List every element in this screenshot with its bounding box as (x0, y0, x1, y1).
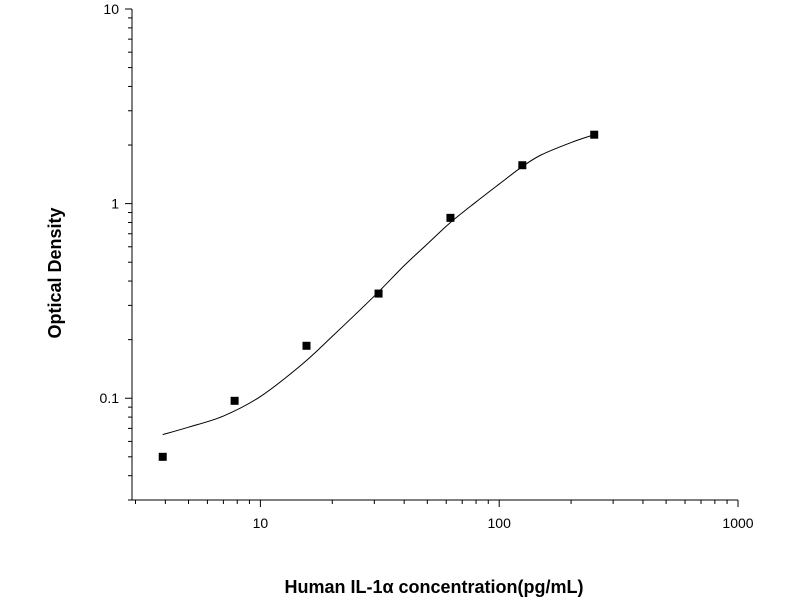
y-tick-label: 1 (111, 196, 119, 212)
fit-curve-layer (162, 134, 595, 436)
y-axis-title: Optical Density (45, 207, 65, 338)
ticks (125, 8, 739, 507)
x-axis-title: Human IL-1α concentration(pg/mL) (284, 577, 583, 597)
data-point (230, 396, 239, 405)
y-tick-label: 0.1 (100, 390, 120, 406)
axes (131, 9, 738, 501)
fit-curve (162, 134, 595, 436)
data-point (518, 161, 527, 170)
data-point (302, 341, 311, 350)
data-points (158, 130, 599, 461)
data-point (374, 289, 383, 298)
data-point (446, 213, 455, 222)
x-tick-label: 1000 (722, 515, 753, 531)
x-tick-label: 10 (253, 515, 269, 531)
data-point (158, 452, 167, 461)
data-point (590, 130, 599, 139)
x-tick-label: 100 (488, 515, 512, 531)
tick-labels: 10 100 1000 0.1 1 10 (100, 1, 754, 531)
y-tick-label: 10 (103, 1, 119, 17)
